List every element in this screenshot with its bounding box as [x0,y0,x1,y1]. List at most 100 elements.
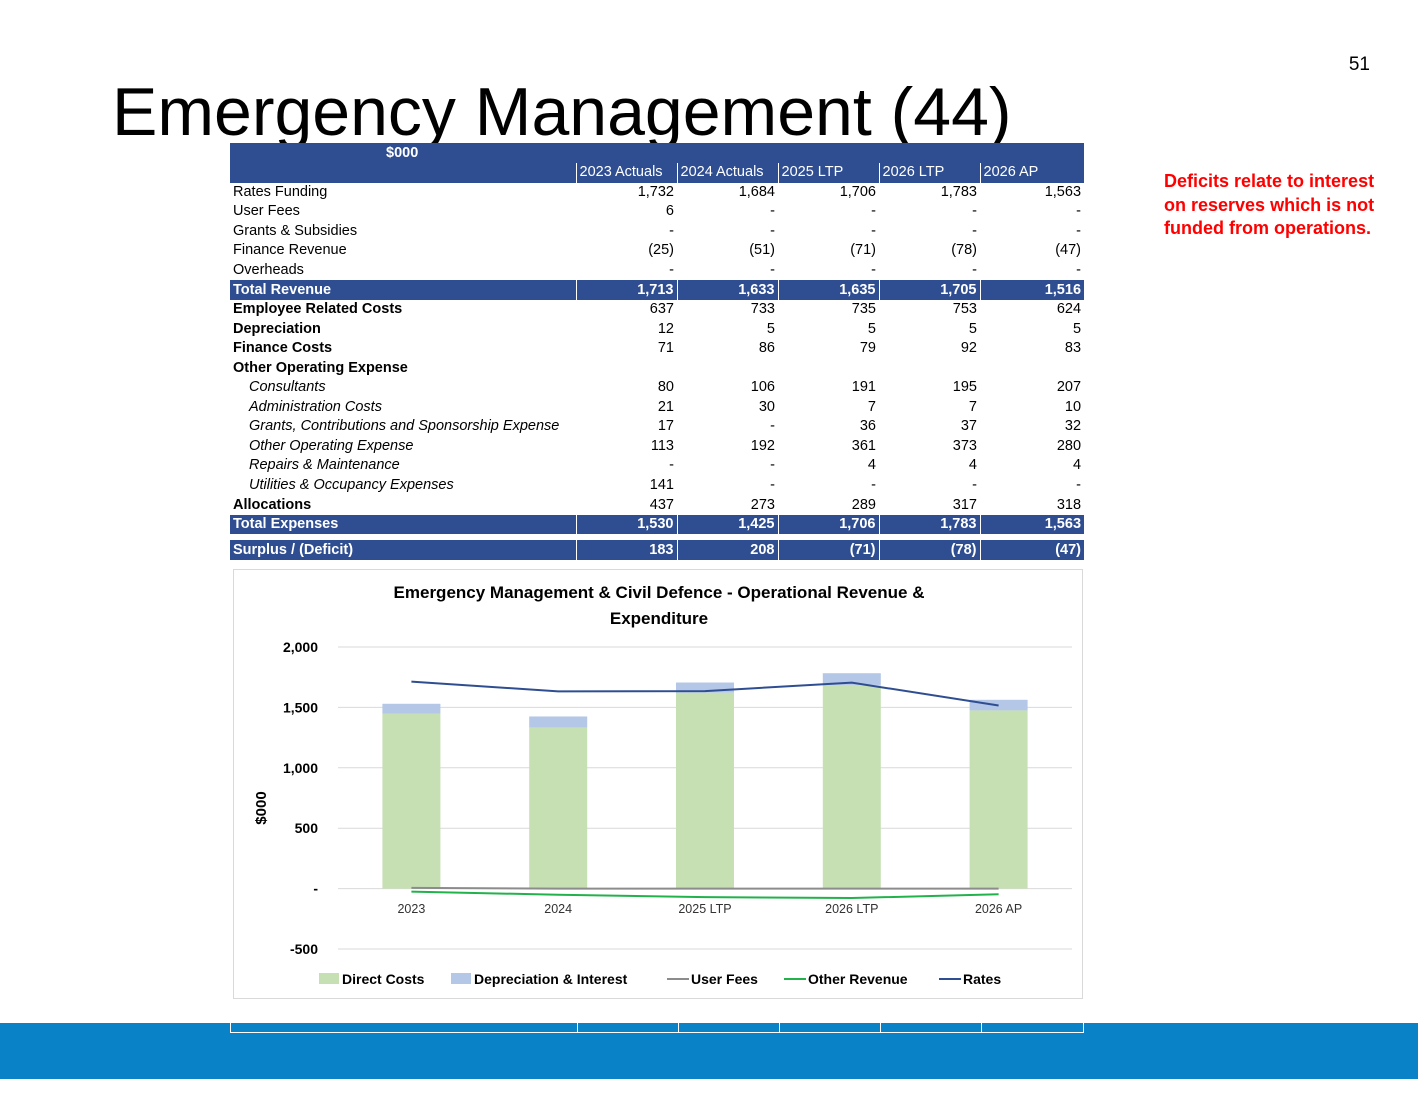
page-number: 51 [1348,54,1370,75]
bar-depreciation-interest [529,716,588,728]
row-label: Overheads [233,262,304,278]
cell-value: 4 [968,457,977,474]
cell-value: - [1076,222,1082,239]
cell-value: - [871,222,876,239]
column-header: 2024 Actuals [676,163,778,183]
table-unit-row: $000 [230,143,1085,163]
cell-value: 21 [657,398,674,415]
deficit-note: Deficits relate to interest on reserves … [1164,171,1375,238]
row-label: Consultants [249,379,326,396]
x-tick-label: 2026 AP [975,902,1022,916]
row-label: Administration Costs [249,398,382,415]
cell-value: (78) [951,242,977,259]
cell-value: (78) [878,540,980,560]
bar-depreciation-interest [822,673,881,685]
cell-value: 1,633 [676,280,778,300]
cell-value: 71 [657,340,674,357]
row-label: Utilities & Occupancy Expenses [249,477,454,494]
cell-value: 141 [649,477,674,494]
table-row: Employee Related Costs 637 733 735 753 624 [230,300,1084,320]
column-header: 2026 LTP [878,163,980,183]
line-other-revenue [411,890,999,900]
column-header: 2026 AP [979,163,1085,183]
y-tick-label: -500 [290,941,318,957]
y-tick-label: - [313,881,318,897]
cell-value: 113 [650,437,674,454]
table-row: User Fees 6 - - - - [230,202,1084,222]
row-label: Finance Revenue [233,242,347,259]
cell-value: 273 [750,496,775,513]
table-row: Finance Revenue (25) (51) (71) (78) (47) [230,241,1084,261]
row-label: Employee Related Costs [233,301,403,318]
legend-swatch [319,973,339,984]
table-row: Allocations 437 273 289 317 318 [230,495,1084,515]
cell-value: (51) [749,242,775,259]
x-tick-label: 2026 LTP [825,902,878,916]
cell-value: (47) [1055,242,1082,259]
table-row: Administration Costs 21 30 7 7 10 [230,398,1084,418]
table-row: Consultants 80 106 191 195 207 [230,378,1084,398]
total-row: Total Revenue 1,713 1,633 1,635 1,705 1,516 [230,280,1085,300]
cell-value: - [972,262,977,278]
table-row: Other Operating Expense [230,358,1084,378]
bar-depreciation-interest [382,703,441,714]
cell-value: 1,516 [979,280,1085,300]
cell-value [980,358,1084,378]
cell-value: 318 [1056,496,1082,513]
cell-value: 5 [1072,320,1082,337]
cell-value: - [770,203,775,220]
bar-direct-costs [382,713,441,889]
cell-value: (71) [850,242,876,259]
table-row: Overheads - - - - - [230,261,1084,281]
cell-value: 361 [851,437,876,454]
cell-value: 637 [649,301,674,318]
cell-value: 733 [750,301,775,318]
table-header-row: 2023 Actuals 2024 Actuals 2025 LTP 2026 … [230,163,1085,183]
cell-value: - [1076,262,1082,278]
cell-value: 106 [750,379,775,396]
table-row: Repairs & Maintenance - - 4 4 4 [230,456,1084,476]
line-user-fees [411,886,999,890]
bar-depreciation-interest [676,682,734,693]
cell-value: 4 [1072,457,1082,474]
cell-value: (25) [648,242,674,259]
unit-label: $000 [230,143,1085,163]
row-label: Other Operating Expense [249,437,414,454]
cell-value: 624 [1056,301,1082,318]
cell-value: 37 [960,418,977,435]
table-row: Depreciation 12 5 5 5 5 [230,319,1084,339]
chart-title-line-1: Emergency Management & Civil Defence - O… [394,583,925,602]
cell-value: (47) [979,540,1085,560]
y-axis-label: $000 [253,791,270,824]
cell-value: - [770,418,775,435]
cell-value: 5 [867,320,876,337]
cell-value: 7 [867,398,876,415]
cell-value: 735 [851,301,876,318]
cell-value: 80 [657,379,674,396]
cell-value: (71) [777,540,879,560]
cell-value: 183 [575,540,677,560]
cell-value: 373 [952,437,977,454]
bar-direct-costs [969,710,1028,889]
total-row: Total Expenses 1,530 1,425 1,706 1,783 1,563 [230,514,1085,535]
row-label: Total Expenses [230,514,576,535]
cell-value: 437 [649,496,674,513]
cell-value: 5 [766,320,775,337]
row-label: User Fees [233,203,300,220]
cell-value: 317 [952,496,977,513]
cell-value: 1,635 [777,280,879,300]
y-tick-label: 1,000 [283,760,318,776]
cell-value: - [770,222,775,239]
cell-value: 32 [1064,418,1082,435]
cell-value [677,358,778,378]
cell-value: 1,783 [940,183,977,200]
x-tick-label: 2025 LTP [678,902,731,916]
cell-value: 1,563 [979,514,1085,535]
cell-value: 195 [952,379,977,396]
cell-value: 86 [758,340,775,357]
cell-value: 30 [758,398,775,415]
slide-title: Emergency Management (44) [112,74,1012,150]
cell-value: - [770,457,775,474]
legend-label: Depreciation & Interest [474,971,628,987]
cell-value: 1,563 [1044,183,1082,200]
